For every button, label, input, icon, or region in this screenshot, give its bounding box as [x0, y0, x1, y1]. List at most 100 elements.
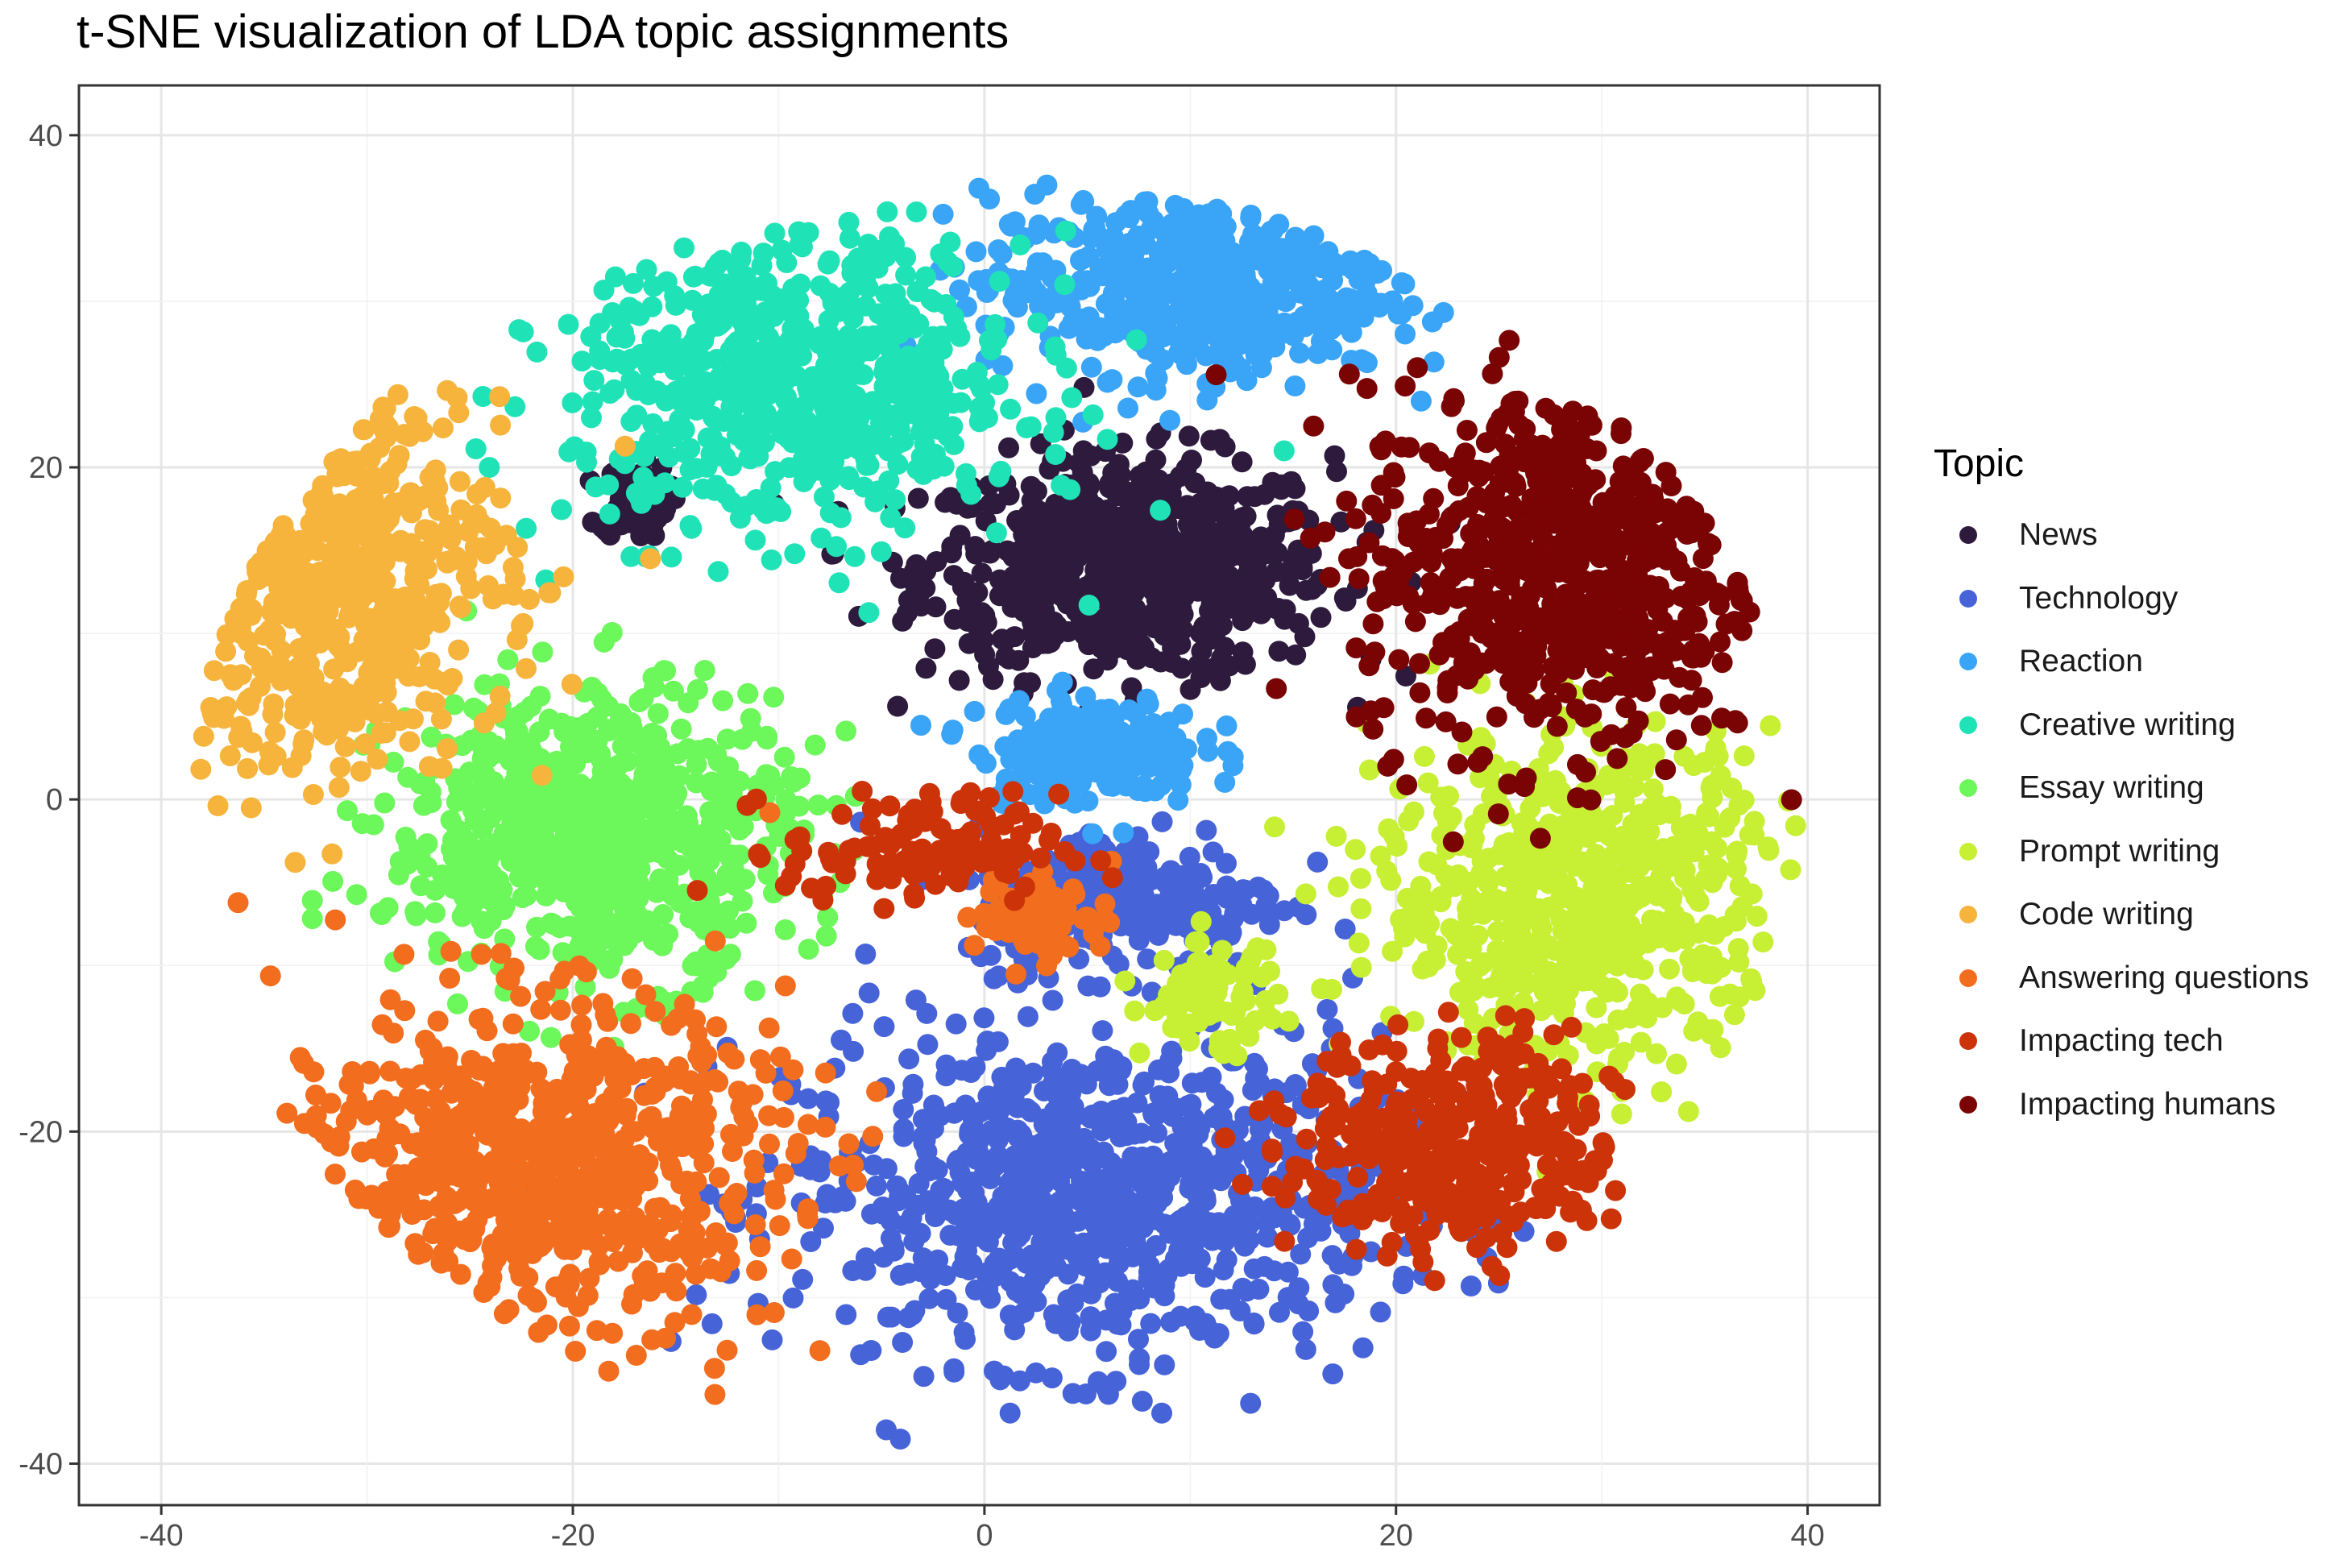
data-point — [980, 1168, 1001, 1189]
data-point — [642, 413, 664, 434]
data-point — [1196, 216, 1217, 237]
data-point — [1321, 978, 1342, 1000]
data-point — [1677, 1101, 1699, 1122]
data-point — [1423, 351, 1445, 373]
data-point — [817, 253, 839, 275]
data-point — [1513, 822, 1535, 844]
data-point — [668, 854, 690, 876]
data-point — [744, 280, 765, 301]
data-point — [739, 319, 761, 341]
data-point — [901, 1206, 922, 1228]
data-point — [1088, 1272, 1110, 1294]
data-point — [1137, 191, 1159, 213]
data-point — [1139, 562, 1161, 583]
data-point — [995, 703, 1017, 725]
data-point — [766, 497, 788, 519]
data-point — [1673, 832, 1695, 854]
data-point — [858, 982, 880, 1004]
data-point — [443, 694, 465, 716]
data-point — [474, 674, 495, 695]
data-point — [1292, 1321, 1314, 1342]
data-point — [1084, 752, 1105, 774]
data-point — [1418, 851, 1440, 873]
data-point — [1694, 869, 1716, 890]
data-point — [1231, 894, 1253, 915]
data-point — [989, 271, 1010, 292]
data-point — [1045, 1156, 1067, 1178]
data-point — [1211, 1106, 1233, 1128]
data-point — [1268, 641, 1290, 662]
data-point — [215, 641, 237, 662]
data-point — [1258, 914, 1280, 935]
data-point — [1336, 255, 1358, 276]
data-point — [1529, 928, 1551, 950]
data-point — [430, 708, 452, 730]
data-point — [1082, 404, 1104, 425]
data-point — [1726, 911, 1747, 932]
data-point — [1005, 1306, 1027, 1328]
data-point — [669, 765, 690, 786]
data-point — [1403, 899, 1425, 921]
data-point — [833, 438, 855, 460]
data-point — [1211, 231, 1233, 253]
data-point — [1140, 1313, 1162, 1334]
data-point — [1553, 942, 1574, 964]
data-point — [1026, 281, 1047, 303]
data-point — [1417, 772, 1439, 794]
data-point — [965, 1148, 987, 1170]
data-point — [965, 241, 987, 263]
data-point — [895, 247, 917, 268]
data-point — [1094, 256, 1116, 278]
data-point — [1117, 397, 1138, 419]
data-point — [1461, 925, 1482, 947]
data-point — [884, 383, 906, 404]
data-point — [552, 852, 574, 874]
data-point — [701, 771, 723, 793]
data-point — [490, 487, 512, 509]
data-point — [889, 1181, 911, 1203]
data-point — [897, 303, 918, 325]
data-point — [1459, 968, 1481, 989]
data-point — [1382, 940, 1403, 962]
data-point — [946, 1151, 968, 1173]
data-point — [997, 1189, 1018, 1211]
data-point — [1392, 1273, 1414, 1295]
data-point — [917, 1034, 939, 1056]
data-point — [1103, 232, 1125, 254]
data-point — [955, 1217, 976, 1239]
data-point — [798, 1088, 819, 1110]
data-point — [893, 1099, 914, 1120]
data-point — [1594, 906, 1615, 928]
data-point — [1095, 1045, 1117, 1067]
data-point — [1410, 390, 1432, 412]
data-point — [1101, 627, 1123, 649]
data-point — [1607, 981, 1628, 1003]
data-point — [1743, 811, 1765, 832]
data-point — [1233, 965, 1255, 987]
data-point — [363, 814, 384, 836]
data-point — [1324, 445, 1345, 467]
data-point — [1034, 599, 1055, 621]
data-point — [1154, 222, 1175, 243]
data-point — [1092, 502, 1114, 524]
data-point — [1122, 232, 1144, 254]
data-point — [860, 1340, 882, 1361]
data-point — [1354, 249, 1375, 271]
data-point — [1326, 461, 1347, 483]
data-point — [773, 746, 795, 768]
data-point — [887, 695, 909, 717]
data-point — [1579, 926, 1601, 947]
data-point — [454, 828, 475, 850]
data-point — [855, 944, 877, 964]
data-point — [1243, 1312, 1265, 1334]
data-point — [1135, 1157, 1157, 1179]
data-point — [578, 939, 600, 960]
data-point — [612, 710, 633, 732]
data-point — [1039, 737, 1060, 759]
data-point — [558, 877, 580, 899]
data-point — [1009, 1370, 1030, 1392]
data-point — [992, 355, 1014, 376]
data-point — [1092, 553, 1113, 575]
data-point — [1271, 479, 1292, 500]
data-point — [1652, 997, 1673, 1018]
